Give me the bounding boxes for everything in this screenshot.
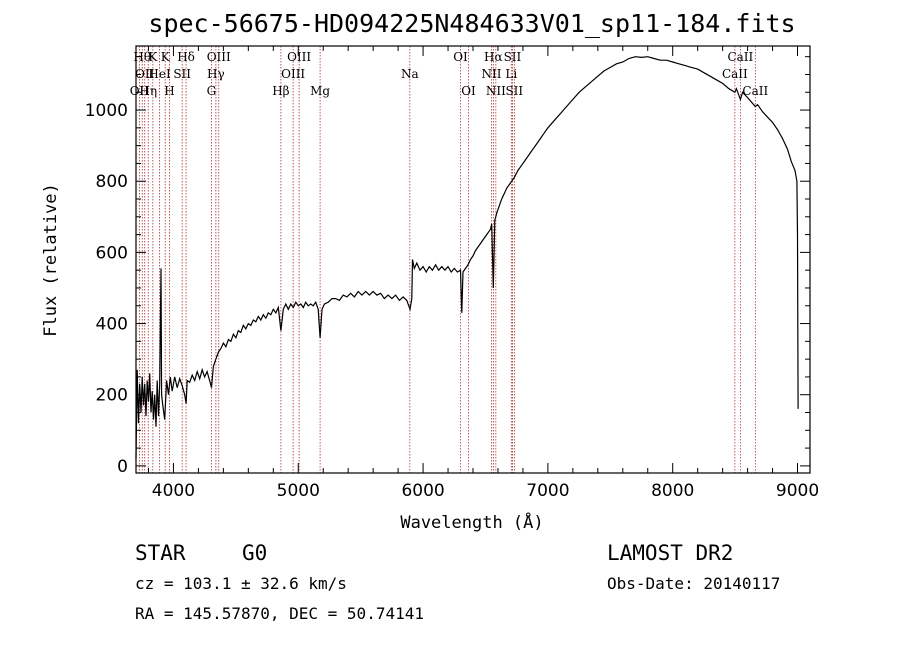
- spectral-line-label: Hα: [484, 50, 503, 64]
- spectral-line-label: OIII: [281, 67, 305, 81]
- spectral-line-label: CaII: [727, 50, 753, 64]
- y-tick-label: 0: [117, 457, 128, 477]
- y-tick-label: 600: [96, 243, 128, 263]
- spectral-line-label: G: [207, 84, 217, 98]
- y-tick-label: 1000: [85, 101, 128, 121]
- spectral-line-labels: OIIHθOIIHηKHeIKHSIIHδGHγOIIIHβOIIIOIIIMg…: [130, 50, 769, 98]
- spectral-line-label: CaII: [722, 67, 748, 81]
- object-class: STAR: [135, 541, 186, 565]
- spectral-line-label: Hθ: [133, 50, 151, 64]
- x-tick-label: 9000: [776, 481, 819, 501]
- spectral-line-label: OII: [130, 84, 150, 98]
- y-axis-ticks: 0 200 400 600 800 1000: [85, 56, 810, 477]
- survey-name: LAMOST DR2: [607, 541, 733, 565]
- x-axis-label: Wavelength (Å): [400, 511, 543, 533]
- y-axis-label: Flux (relative): [41, 183, 61, 337]
- spectral-line-label: Hδ: [177, 50, 195, 64]
- spectral-line-label: HeI: [148, 67, 171, 81]
- y-tick-label: 400: [96, 315, 128, 335]
- spectral-line-label: SII: [173, 67, 191, 81]
- x-axis-ticks: 4000 5000 6000 7000 8000 9000: [147, 46, 819, 501]
- spectral-line-label: Li: [505, 67, 517, 81]
- spectral-line-label: OIII: [287, 50, 311, 64]
- observation-date: Obs-Date: 20140117: [607, 574, 780, 593]
- x-tick-label: 6000: [401, 481, 444, 501]
- spectral-line-label: K: [148, 50, 158, 64]
- spectrum-line: [135, 56, 799, 459]
- x-tick-label: 5000: [277, 481, 320, 501]
- spectral-line-label: Hη: [139, 84, 157, 98]
- plot-frame: [135, 45, 811, 474]
- x-tick-label: 7000: [526, 481, 569, 501]
- spectral-line-label: OI: [461, 84, 476, 98]
- spectral-line-label: Hγ: [207, 67, 225, 81]
- spectral-line-label: OI: [453, 50, 468, 64]
- spectral-line-label: NII: [481, 67, 501, 81]
- spectral-line-label: SII: [505, 84, 523, 98]
- spectral-line-label: K: [161, 50, 171, 64]
- chart-title: spec-56675-HD094225N484633V01_sp11-184.f…: [148, 9, 795, 38]
- x-tick-label: 8000: [651, 481, 694, 501]
- spectral-line-label: Na: [401, 67, 419, 81]
- redshift-info: cz = 103.1 ± 32.6 km/s: [135, 574, 347, 593]
- y-tick-label: 800: [96, 172, 128, 192]
- spectral-line-label: CaII: [742, 84, 768, 98]
- coordinates: RA = 145.57870, DEC = 50.74141: [135, 604, 424, 623]
- y-tick-label: 200: [96, 386, 128, 406]
- x-tick-label: 4000: [152, 481, 195, 501]
- spectral-line-markers: [138, 46, 756, 473]
- spectral-line-label: OII: [135, 67, 155, 81]
- spectral-line-label: SII: [504, 50, 522, 64]
- spectral-line-label: OIII: [207, 50, 231, 64]
- spectral-line-label: Hβ: [272, 84, 289, 98]
- spectral-line-label: NII: [486, 84, 506, 98]
- spectral-line-label: Mg: [310, 84, 330, 98]
- spectral-line-label: H: [164, 84, 174, 98]
- object-subclass: G0: [242, 541, 267, 565]
